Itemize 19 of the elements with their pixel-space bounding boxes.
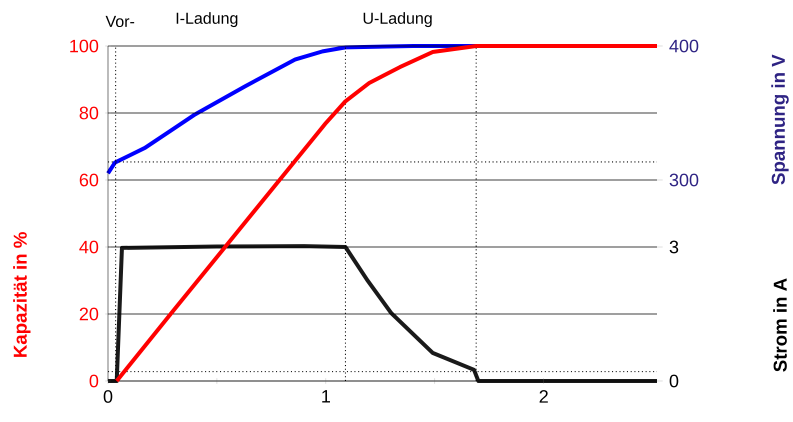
y2-tick-label: 300: [670, 174, 698, 186]
y3-axis-title: Strom in A: [773, 278, 787, 372]
x-tick-label: 2: [540, 390, 548, 403]
text: I-Ladung: [176, 12, 238, 28]
y2-tick-label: 400: [669, 40, 698, 52]
y3-tick-label: 0: [670, 374, 678, 388]
x-tick-label: 1: [322, 390, 330, 402]
y-tick-label: 40: [79, 240, 98, 254]
y-tick-label: 80: [80, 106, 98, 120]
text: Vor-: [106, 16, 134, 28]
x-tick-label: 0: [104, 390, 112, 403]
y-tick-label: 0: [90, 374, 98, 388]
y-tick-label: 100: [70, 40, 98, 52]
y-axis-title: Kapazität in %: [13, 232, 31, 357]
text: U-Ladung: [364, 12, 432, 28]
y3-tick-label: 3: [670, 240, 678, 254]
y-tick-label: 20: [80, 308, 98, 320]
y2-axis-title: Spannung in V: [771, 54, 789, 184]
y-tick-label: 60: [80, 174, 98, 186]
